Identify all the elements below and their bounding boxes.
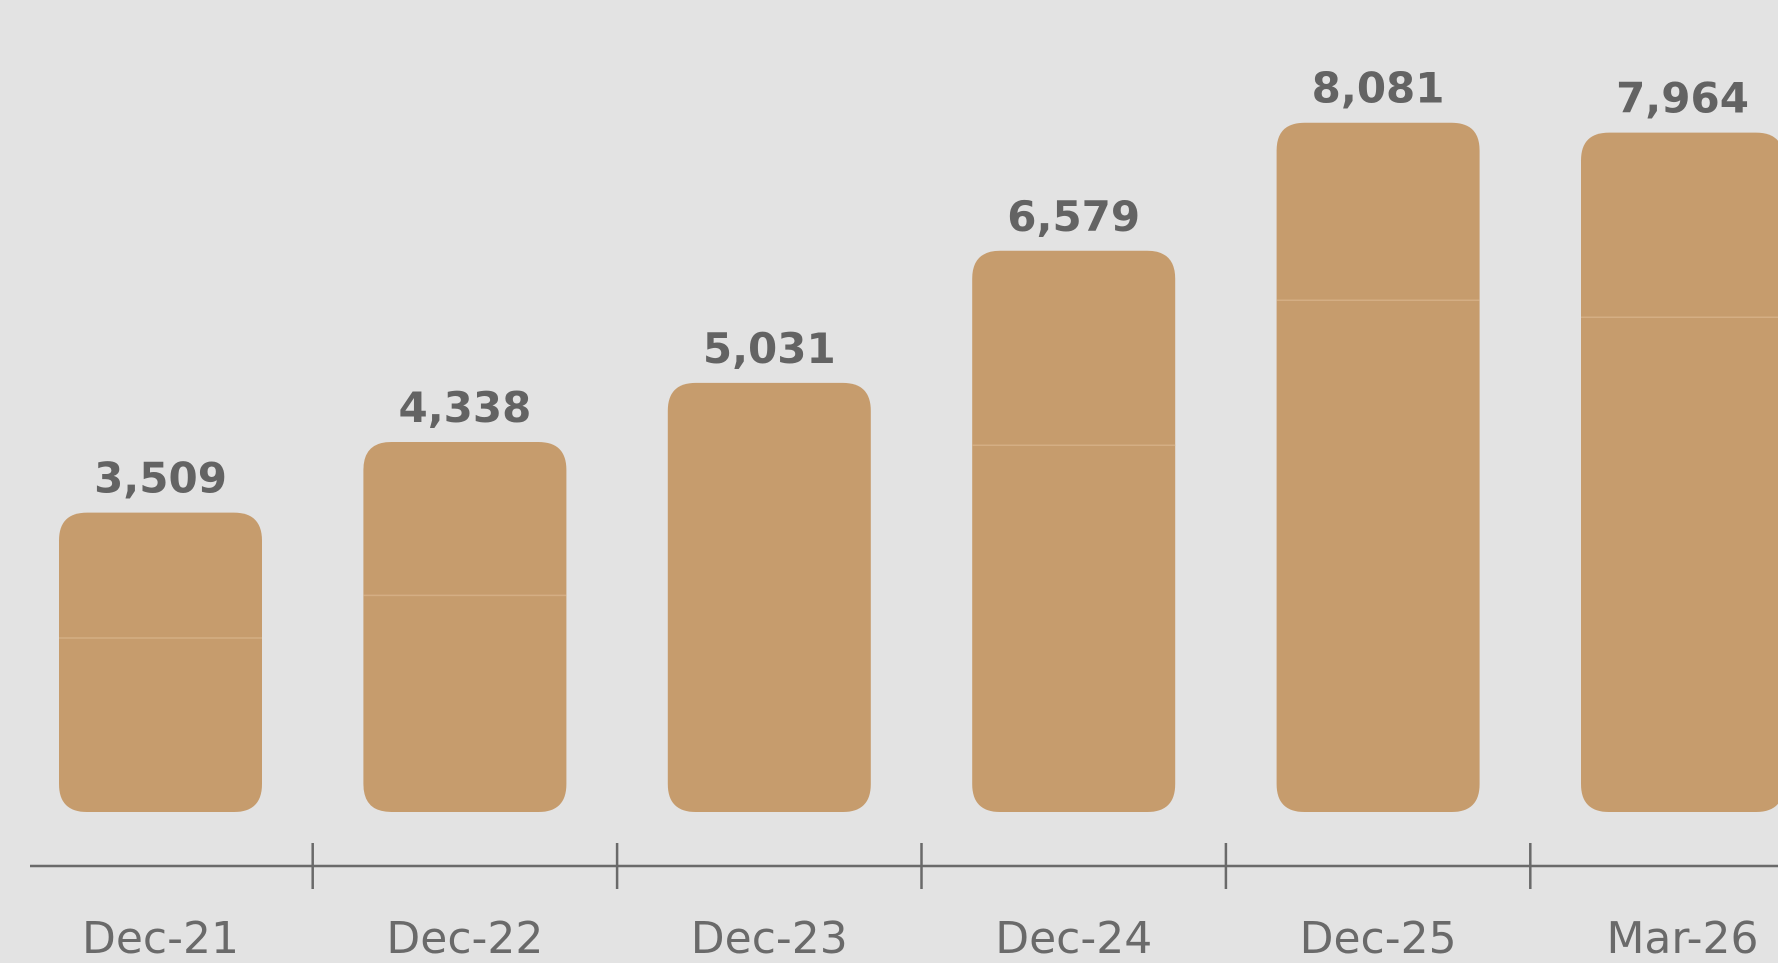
bar-mar-26 (1581, 132, 1778, 812)
bar-dec-23 (667, 382, 871, 812)
value-label-dec-22: 4,338 (398, 383, 531, 432)
tick-label-dec-22: Dec-22 (386, 913, 543, 963)
x-axis-ticks (311, 843, 1532, 889)
bars-group (59, 122, 1778, 813)
bar-dec-21 (59, 512, 262, 812)
tick-label-mar-26: Mar-26 (1606, 913, 1758, 963)
value-label-dec-24: 6,579 (1007, 192, 1140, 241)
tick-label-dec-23: Dec-23 (691, 913, 848, 963)
bar-dec-25 (1276, 122, 1480, 813)
value-labels-group: 3,509 4,338 5,031 6,579 8,081 7,964 (94, 64, 1749, 503)
bar-dec-22 (363, 441, 567, 812)
tick-label-dec-21: Dec-21 (82, 913, 239, 963)
bar-dec-24 (972, 250, 1176, 813)
tick-label-dec-25: Dec-25 (1300, 913, 1457, 963)
value-label-dec-21: 3,509 (94, 454, 227, 503)
value-label-dec-25: 8,081 (1312, 64, 1445, 113)
value-label-dec-23: 5,031 (703, 324, 836, 373)
value-label-mar-26: 7,964 (1616, 74, 1749, 123)
x-axis-tick-labels: Dec-21 Dec-22 Dec-23 Dec-24 Dec-25 Mar-26 (82, 913, 1759, 963)
tick-label-dec-24: Dec-24 (995, 913, 1152, 963)
